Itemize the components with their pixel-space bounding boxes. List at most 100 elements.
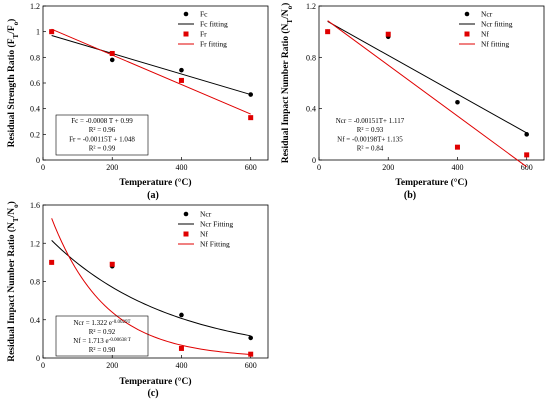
y-tick-label: 0.8 — [30, 278, 40, 287]
legend-label: Ncr Fitting — [200, 220, 233, 229]
y-tick-label: 0.8 — [30, 53, 40, 62]
x-tick-label: 600 — [521, 163, 533, 172]
data-point-ncr — [179, 312, 184, 318]
chart-panel-3: 0 200 400 600 0 0.4 0.8 1.2 1.6 Temperature (°C) R… — [6, 201, 269, 399]
x-tick-label: 400 — [451, 163, 463, 172]
y-axis-label-sub: T — [12, 33, 20, 38]
data-point-nf — [524, 152, 530, 158]
x-tick-label: 200 — [106, 361, 118, 370]
y-tick-label: 0.4 — [30, 316, 40, 325]
equation-box — [55, 114, 149, 156]
data-point-nf — [325, 29, 331, 35]
equation-line: Nf = -0.00198T+ 1.135 — [337, 135, 403, 143]
y-tick-label: 1 — [36, 28, 40, 37]
y-axis-label-text: Residual Strength Ratio (F — [6, 38, 17, 147]
legend-marker-ncr — [464, 11, 470, 17]
data-point-fc — [109, 57, 115, 63]
legend-label: Fc fitting — [200, 20, 228, 29]
legend-label: Nf — [481, 30, 489, 39]
legend-marker-ncr — [183, 211, 189, 217]
fit-line-nf-fitting — [51, 218, 251, 355]
legend-label: Ncr — [200, 210, 212, 219]
data-point-nf — [248, 351, 254, 357]
equation-line: R² = 0.84 — [357, 145, 384, 153]
equation-text: R² = 0.90 — [89, 346, 116, 354]
y-axis-label-end: ) — [280, 3, 291, 6]
data-point-ncr — [455, 99, 460, 105]
equation-text: Nf = 1.713 e — [73, 337, 108, 345]
y-axis-label-mid: /F — [7, 25, 17, 35]
y-axis-label-sub: T — [12, 217, 20, 222]
fit-line-ncr-fitting — [51, 240, 251, 337]
legend-marker-fc — [183, 11, 189, 17]
equation-line: Fc = -0.0008 T + 0.99 — [71, 117, 133, 125]
y-axis-label-sub: o — [12, 204, 20, 208]
x-tick-label: 400 — [175, 361, 187, 370]
y-axis-label-text: Residual Impact Number Ratio (N — [6, 222, 17, 362]
fit-line-fr-fitting — [51, 28, 251, 115]
data-point-ncr — [248, 335, 253, 341]
data-point-nf — [178, 345, 184, 351]
equation-exponent: -0.0029T — [112, 320, 130, 325]
chart-panel-1: 0 200 400 600 0 0.2 0.4 0.6 0.8 1 1.2 Temperature (… — [6, 2, 269, 201]
x-tick-label: 200 — [106, 163, 118, 172]
plot-frame — [318, 5, 545, 161]
legend-label: Nf — [200, 230, 208, 239]
y-axis-label-end: ) — [6, 19, 17, 22]
panel-label: (b) — [404, 190, 416, 201]
y-axis-label: Residual Impact Number Ratio (NT/No) — [280, 3, 294, 164]
x-tick-label: 0 — [317, 163, 321, 172]
data-point-nf — [385, 31, 391, 37]
data-point-fc — [248, 92, 253, 97]
x-tick-label: 200 — [382, 163, 394, 172]
y-axis-label-text: Residual Impact Number Ratio (N — [280, 23, 291, 163]
x-tick-label: 600 — [245, 163, 257, 172]
x-tick-label: 400 — [175, 163, 187, 172]
equation-text: R² = 0.92 — [89, 328, 116, 336]
equation-line: Ncr = 1.322 e-0.0029T — [73, 319, 130, 327]
x-tick-label: 600 — [245, 361, 257, 370]
legend-label: Fc — [200, 10, 208, 19]
x-axis-label: Temperature (°C) — [119, 177, 191, 188]
data-point-nf — [49, 259, 55, 265]
equation-line: R² = 0.92 — [89, 328, 116, 336]
equation-line: Fr = -0.00115T + 1.048 — [69, 135, 135, 143]
y-axis-label: Residual Impact Number Ratio (NT/No) — [6, 201, 20, 362]
y-axis-label-sub: T — [286, 19, 294, 24]
y-tick-label: 0.8 — [306, 53, 316, 62]
equation-line: Nf = 1.713 e-0.00638 T — [73, 337, 131, 345]
x-tick-label: 0 — [41, 163, 45, 172]
data-point-fr — [49, 29, 55, 35]
panel-label: (c) — [147, 388, 158, 399]
y-tick-label: 0 — [36, 156, 40, 165]
y-tick-label: 1.2 — [306, 2, 316, 11]
data-point-fr — [109, 50, 115, 56]
equation-line: R² = 0.96 — [89, 126, 116, 134]
equation-exponent: -0.00638 T — [109, 338, 131, 343]
legend-label: Nf fitting — [481, 40, 509, 49]
data-point-nf — [109, 261, 115, 267]
y-tick-label: 0.6 — [30, 79, 40, 88]
x-axis-label: Temperature (°C) — [395, 177, 467, 188]
equation-box — [55, 315, 149, 357]
y-axis-label-sub: o — [12, 21, 20, 25]
fit-line-fc-fitting — [51, 35, 251, 96]
y-tick-label: 1.6 — [30, 201, 40, 210]
legend-marker-fr — [183, 31, 189, 37]
data-point-fr — [248, 115, 254, 121]
y-axis-label-mid: /N — [7, 208, 17, 219]
equation-text: Ncr = 1.322 e — [73, 319, 112, 327]
data-point-ncr — [524, 132, 529, 137]
y-tick-label: 0.4 — [30, 105, 40, 114]
y-tick-label: 1.2 — [30, 239, 40, 248]
y-tick-label: 0 — [36, 354, 40, 363]
equation-line: Ncr = -0.00151T+ 1.117 — [336, 117, 405, 125]
legend-marker-nf — [464, 31, 470, 37]
y-tick-label: 0 — [312, 156, 316, 165]
fit-line-nf-fitting — [327, 20, 527, 168]
x-tick-label: 0 — [41, 361, 45, 370]
